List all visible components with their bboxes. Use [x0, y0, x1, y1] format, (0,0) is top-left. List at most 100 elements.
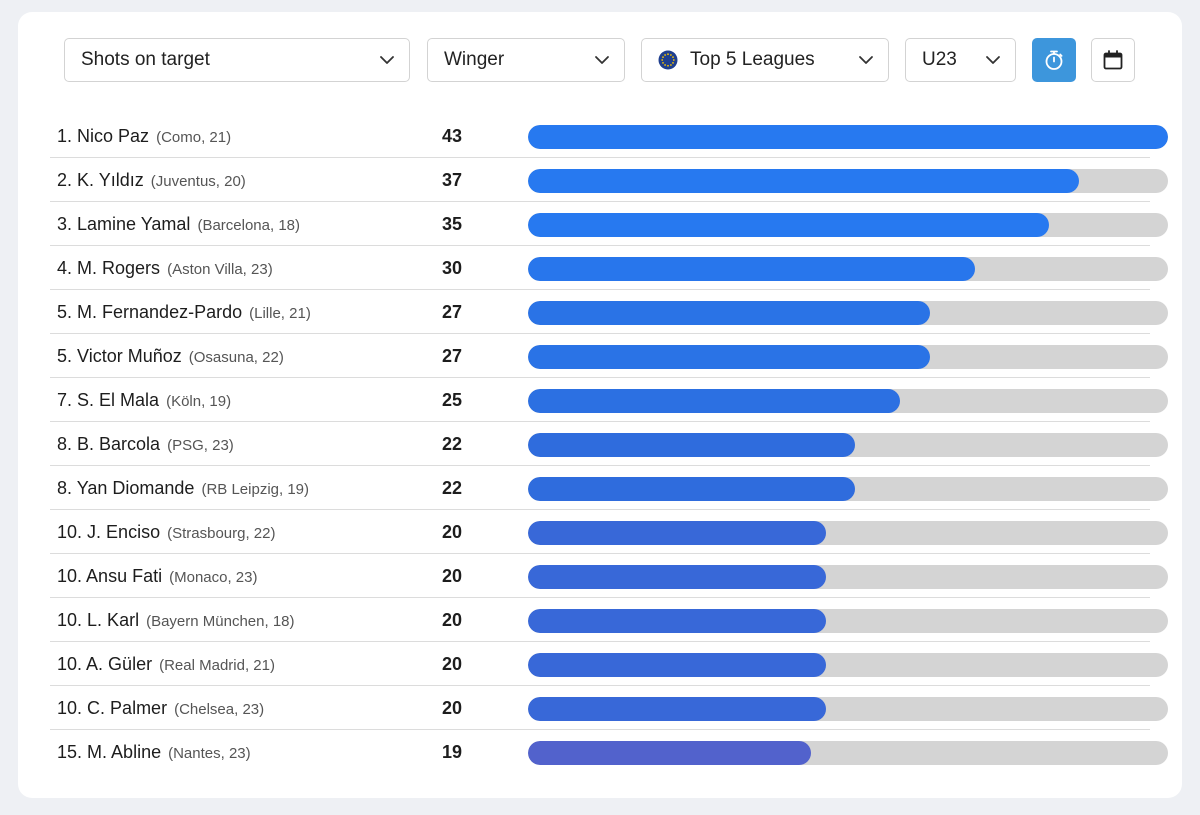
player-label: 1. Nico Paz (Como, 21)	[57, 114, 231, 158]
stat-value: 19	[441, 742, 463, 762]
player-club-age: (Barcelona, 18)	[197, 217, 301, 234]
player-name: Lamine Yamal	[77, 214, 191, 234]
player-club-age: (Monaco, 23)	[169, 569, 258, 586]
ranking-row[interactable]: 2. K. Yıldız (Juventus, 20) 37	[50, 158, 1168, 202]
bar-fill	[528, 345, 930, 369]
bar-track	[528, 125, 1168, 149]
globe-icon	[658, 50, 678, 70]
player-club-age: (Nantes, 23)	[168, 745, 251, 762]
stat-value: 43	[441, 126, 463, 146]
bar-track	[528, 521, 1168, 545]
metric-dropdown-value: Shots on target	[81, 49, 210, 70]
bar-fill	[528, 257, 975, 281]
bar-track	[528, 477, 1168, 501]
bar-track	[528, 433, 1168, 457]
player-club-age: (Chelsea, 23)	[174, 701, 265, 718]
bar-track	[528, 653, 1168, 677]
ranking-row[interactable]: 10. L. Karl (Bayern München, 18) 20	[50, 598, 1168, 642]
bar-track	[528, 257, 1168, 281]
bar-fill	[528, 301, 930, 325]
bar-track	[528, 389, 1168, 413]
stat-value: 20	[441, 610, 463, 630]
player-name: Ansu Fati	[86, 566, 163, 586]
player-label: 15. M. Abline (Nantes, 23)	[57, 730, 251, 774]
leaderboard-card: Shots on target Winger Top 5 Leagues U23	[18, 12, 1182, 798]
chevron-down-icon	[859, 56, 873, 64]
player-label: 10. A. Güler (Real Madrid, 21)	[57, 642, 275, 686]
ranking-row[interactable]: 7. S. El Mala (Köln, 19) 25	[50, 378, 1168, 422]
ranking-row[interactable]: 10. C. Palmer (Chelsea, 23) 20	[50, 686, 1168, 730]
bar-track	[528, 609, 1168, 633]
player-club-age: (Juventus, 20)	[150, 173, 246, 190]
player-name: Nico Paz	[77, 126, 150, 146]
position-dropdown[interactable]: Winger	[427, 38, 625, 82]
ranking-row[interactable]: 5. M. Fernandez-Pardo (Lille, 21) 27	[50, 290, 1168, 334]
bar-track	[528, 169, 1168, 193]
bar-fill	[528, 389, 901, 413]
ranking-row[interactable]: 3. Lamine Yamal (Barcelona, 18) 35	[50, 202, 1168, 246]
player-club-age: (Bayern München, 18)	[146, 613, 295, 630]
player-club-age: (PSG, 23)	[167, 437, 234, 454]
player-rank: 7.	[57, 390, 73, 410]
stat-value: 20	[441, 566, 463, 586]
stat-value: 27	[441, 302, 463, 322]
bar-track	[528, 741, 1168, 765]
season-calendar-button[interactable]	[1091, 38, 1135, 82]
player-label: 8. B. Barcola (PSG, 23)	[57, 422, 234, 466]
player-label: 3. Lamine Yamal (Barcelona, 18)	[57, 202, 300, 246]
player-club-age: (Köln, 19)	[166, 393, 232, 410]
chevron-down-icon	[595, 56, 609, 64]
player-label: 2. K. Yıldız (Juventus, 20)	[57, 158, 246, 202]
player-name: M. Rogers	[77, 258, 161, 278]
ranking-row[interactable]: 8. B. Barcola (PSG, 23) 22	[50, 422, 1168, 466]
per90-toggle-button[interactable]	[1032, 38, 1076, 82]
player-rank: 1.	[57, 126, 73, 146]
player-label: 10. C. Palmer (Chelsea, 23)	[57, 686, 264, 730]
player-rank: 10.	[57, 566, 83, 586]
player-club-age: (Lille, 21)	[249, 305, 311, 322]
ranking-row[interactable]: 8. Yan Diomande (RB Leipzig, 19) 22	[50, 466, 1168, 510]
stat-value: 25	[441, 390, 463, 410]
stat-value: 37	[441, 170, 463, 190]
player-rank: 10.	[57, 698, 83, 718]
chevron-down-icon	[986, 56, 1000, 64]
player-name: J. Enciso	[87, 522, 161, 542]
bar-track	[528, 345, 1168, 369]
ranking-row[interactable]: 4. M. Rogers (Aston Villa, 23) 30	[50, 246, 1168, 290]
age-dropdown[interactable]: U23	[905, 38, 1016, 82]
player-label: 5. M. Fernandez-Pardo (Lille, 21)	[57, 290, 311, 334]
ranking-row[interactable]: 1. Nico Paz (Como, 21) 43	[50, 114, 1168, 158]
metric-dropdown[interactable]: Shots on target	[64, 38, 410, 82]
bar-track	[528, 301, 1168, 325]
ranking-row[interactable]: 10. J. Enciso (Strasbourg, 22) 20	[50, 510, 1168, 554]
ranking-row[interactable]: 15. M. Abline (Nantes, 23) 19	[50, 730, 1168, 774]
bar-fill	[528, 169, 1079, 193]
ranking-row[interactable]: 10. A. Güler (Real Madrid, 21) 20	[50, 642, 1168, 686]
player-rank: 5.	[57, 302, 73, 322]
stat-value: 20	[441, 654, 463, 674]
player-name: M. Fernandez-Pardo	[77, 302, 243, 322]
competition-dropdown[interactable]: Top 5 Leagues	[641, 38, 889, 82]
player-club-age: (Osasuna, 22)	[188, 349, 284, 366]
player-rank: 10.	[57, 522, 83, 542]
player-rank: 15.	[57, 742, 83, 762]
player-label: 10. L. Karl (Bayern München, 18)	[57, 598, 295, 642]
player-name: L. Karl	[87, 610, 140, 630]
player-rank: 5.	[57, 346, 73, 366]
player-name: K. Yıldız	[77, 170, 144, 190]
player-rank: 4.	[57, 258, 73, 278]
bar-fill	[528, 477, 856, 501]
competition-dropdown-value: Top 5 Leagues	[690, 49, 815, 70]
ranking-list: 1. Nico Paz (Como, 21) 43 2. K. Yıldız (…	[50, 114, 1168, 774]
bar-fill	[528, 125, 1168, 149]
position-dropdown-value: Winger	[444, 49, 505, 70]
stat-value: 30	[441, 258, 463, 278]
ranking-row[interactable]: 10. Ansu Fati (Monaco, 23) 20	[50, 554, 1168, 598]
chevron-down-icon	[380, 56, 394, 64]
player-label: 10. J. Enciso (Strasbourg, 22)	[57, 510, 275, 554]
stat-value: 27	[441, 346, 463, 366]
player-label: 8. Yan Diomande (RB Leipzig, 19)	[57, 466, 309, 510]
calendar-icon	[1103, 50, 1123, 70]
ranking-row[interactable]: 5. Victor Muñoz (Osasuna, 22) 27	[50, 334, 1168, 378]
bar-fill	[528, 653, 826, 677]
